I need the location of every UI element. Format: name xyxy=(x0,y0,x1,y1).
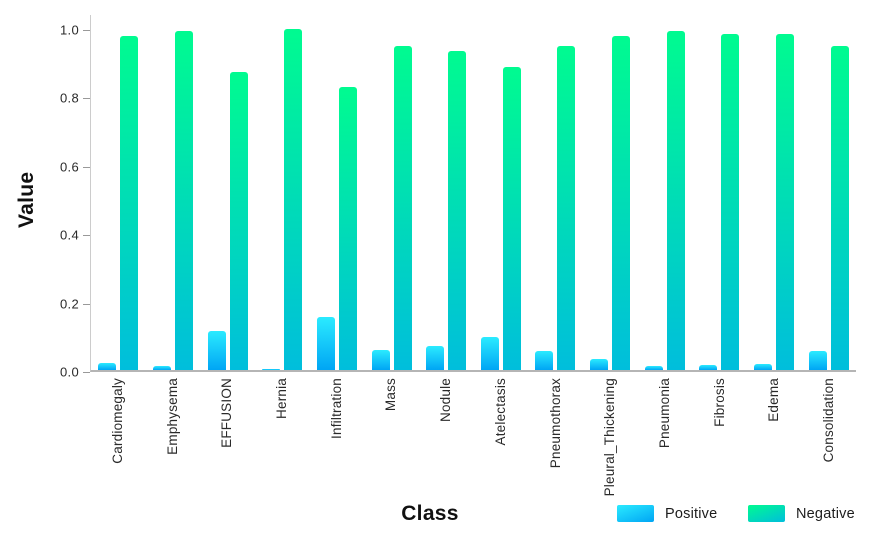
x-tick-label-emphysema: Emphysema xyxy=(164,378,180,455)
y-tick-mark xyxy=(83,235,90,237)
bar-negative-pneumonia xyxy=(666,31,685,370)
x-label-cell: Hernia xyxy=(254,378,309,498)
x-tick-label-infiltration: Infiltration xyxy=(328,378,344,439)
bar-positive-atelectasis xyxy=(480,337,499,370)
x-label-cell: Pleural_Thickening xyxy=(582,378,637,498)
legend-label: Positive xyxy=(665,505,718,522)
x-tick-label-edema: Edema xyxy=(766,378,782,422)
x-label-cell: Consolidation xyxy=(801,378,856,498)
positive-swatch-icon xyxy=(617,505,654,522)
category-group-fibrosis xyxy=(692,15,747,370)
bar-negative-pneumothorax xyxy=(557,45,576,370)
x-label-cell: Cardiomegaly xyxy=(90,378,145,498)
legend-item-positive: Positive xyxy=(617,505,717,522)
bar-positive-hernia xyxy=(262,369,281,370)
x-label-cell: Atelectasis xyxy=(473,378,528,498)
y-tick-label: 0.8 xyxy=(60,90,79,106)
bar-negative-consolidation xyxy=(830,45,849,370)
y-tick-label: 0.4 xyxy=(60,227,79,243)
category-group-mass xyxy=(364,15,419,370)
bar-positive-consolidation xyxy=(808,351,827,370)
x-tick-label-pneumonia: Pneumonia xyxy=(657,378,673,449)
x-tick-label-consolidation: Consolidation xyxy=(821,378,837,463)
bar-positive-nodule xyxy=(426,346,445,370)
x-axis-title: Class xyxy=(401,502,459,525)
x-axis-tick-labels: Cardiomegaly Emphysema EFFUSION Hernia Infil… xyxy=(90,378,856,498)
bar-negative-emphysema xyxy=(174,31,193,370)
category-group-effusion xyxy=(200,15,255,370)
category-group-emphysema xyxy=(146,15,201,370)
x-tick-label-fibrosis: Fibrosis xyxy=(711,378,727,427)
bar-positive-pneumothorax xyxy=(535,350,554,370)
x-label-cell: Emphysema xyxy=(145,378,200,498)
legend-item-negative: Negative xyxy=(748,505,855,522)
x-tick-label-cardiomegaly: Cardiomegaly xyxy=(109,378,125,464)
category-group-infiltration xyxy=(310,15,365,370)
y-tick-label: 1.0 xyxy=(60,22,79,38)
bar-negative-pleural_thickening xyxy=(612,35,631,370)
category-group-pneumothorax xyxy=(528,15,583,370)
plot-area xyxy=(90,15,856,372)
x-label-cell: Fibrosis xyxy=(692,378,747,498)
x-tick-label-hernia: Hernia xyxy=(274,378,290,419)
x-label-cell: Edema xyxy=(747,378,802,498)
category-group-pleural_thickening xyxy=(583,15,638,370)
bar-positive-mass xyxy=(371,350,390,370)
bar-negative-hernia xyxy=(284,28,303,370)
y-axis-title: Value xyxy=(15,171,38,229)
x-label-cell: Infiltration xyxy=(309,378,364,498)
category-group-edema xyxy=(747,15,802,370)
x-tick-label-mass: Mass xyxy=(383,378,399,412)
category-group-cardiomegaly xyxy=(91,15,146,370)
bar-negative-edema xyxy=(776,34,794,370)
x-label-cell: Pneumothorax xyxy=(528,378,583,498)
bar-negative-nodule xyxy=(448,50,467,370)
x-tick-label-effusion: EFFUSION xyxy=(219,378,235,448)
y-tick-mark xyxy=(83,30,90,31)
y-tick-label: 0.6 xyxy=(60,159,79,175)
x-tick-label-pleural_thickening: Pleural_Thickening xyxy=(602,378,618,497)
bar-negative-cardiomegaly xyxy=(120,35,139,370)
y-tick-mark xyxy=(83,166,90,168)
bar-positive-effusion xyxy=(207,330,226,370)
bar-positive-pleural_thickening xyxy=(590,358,609,370)
category-group-hernia xyxy=(255,15,310,370)
bar-positive-fibrosis xyxy=(699,364,718,370)
bar-positive-edema xyxy=(754,363,772,370)
x-tick-label-atelectasis: Atelectasis xyxy=(492,378,508,446)
y-tick-mark xyxy=(83,303,90,305)
x-label-cell: EFFUSION xyxy=(199,378,254,498)
x-label-cell: Nodule xyxy=(418,378,473,498)
x-tick-label-nodule: Nodule xyxy=(438,378,454,422)
bar-negative-infiltration xyxy=(338,87,357,370)
x-tick-label-pneumothorax: Pneumothorax xyxy=(547,378,563,469)
y-tick-mark xyxy=(83,372,90,373)
category-group-consolidation xyxy=(801,15,856,370)
bar-negative-effusion xyxy=(229,72,248,370)
bar-positive-cardiomegaly xyxy=(98,363,117,370)
bar-positive-pneumonia xyxy=(644,366,663,370)
bar-positive-emphysema xyxy=(152,365,171,370)
category-group-pneumonia xyxy=(637,15,692,370)
x-label-cell: Pneumonia xyxy=(637,378,692,498)
y-tick-label: 0.2 xyxy=(60,296,79,312)
y-tick-mark xyxy=(83,98,90,100)
bar-positive-infiltration xyxy=(316,317,335,370)
bar-negative-mass xyxy=(393,45,412,370)
category-group-nodule xyxy=(419,15,474,370)
legend-label: Negative xyxy=(796,505,855,522)
bar-negative-fibrosis xyxy=(721,34,740,370)
category-group-atelectasis xyxy=(473,15,528,370)
bar-negative-atelectasis xyxy=(502,67,521,370)
x-label-cell: Mass xyxy=(364,378,419,498)
negative-swatch-icon xyxy=(748,505,785,522)
y-tick-label: 0.0 xyxy=(60,364,79,380)
